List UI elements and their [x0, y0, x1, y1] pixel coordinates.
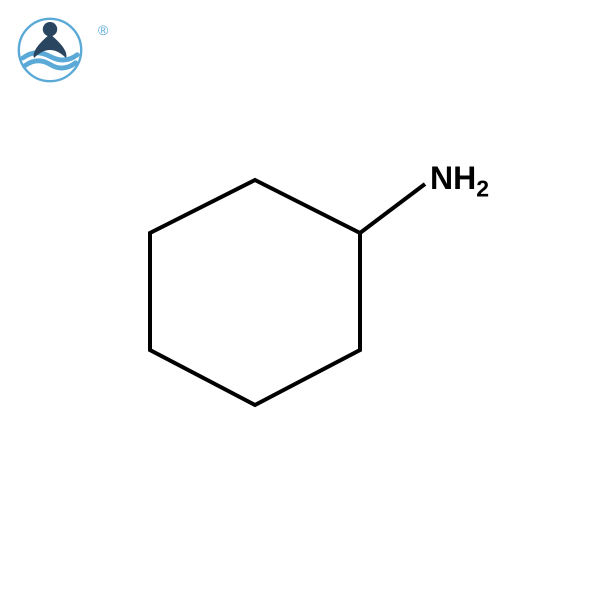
brand-logo: ®	[10, 10, 90, 95]
label-sub2: 2	[476, 175, 489, 201]
registered-mark: ®	[98, 22, 108, 38]
label-n: N	[430, 160, 453, 196]
amine-group-label: NH2	[430, 160, 489, 202]
chemical-structure-diagram: NH2	[130, 150, 530, 455]
label-h: H	[453, 160, 476, 196]
